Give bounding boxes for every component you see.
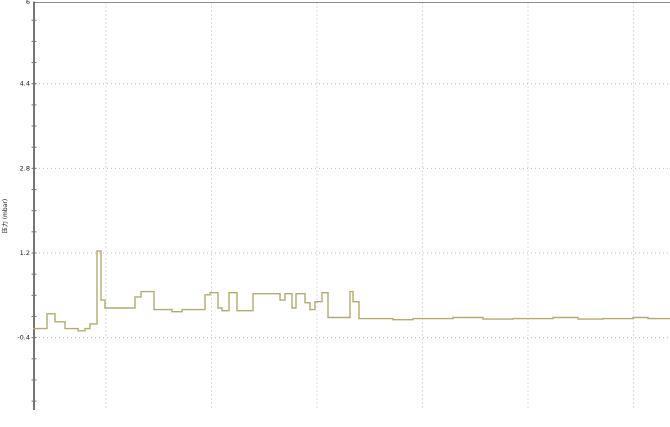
y-tick-label: 1.2 <box>20 249 30 257</box>
y-tick-label: 4.4 <box>20 80 30 88</box>
y-tick-label: 6 <box>26 0 30 6</box>
y-tick-label: -0.4 <box>17 334 30 342</box>
y-tick-label: 2.8 <box>20 164 30 172</box>
data-trace <box>33 250 670 332</box>
y-axis-label: 压力 (mbar) <box>1 199 9 233</box>
